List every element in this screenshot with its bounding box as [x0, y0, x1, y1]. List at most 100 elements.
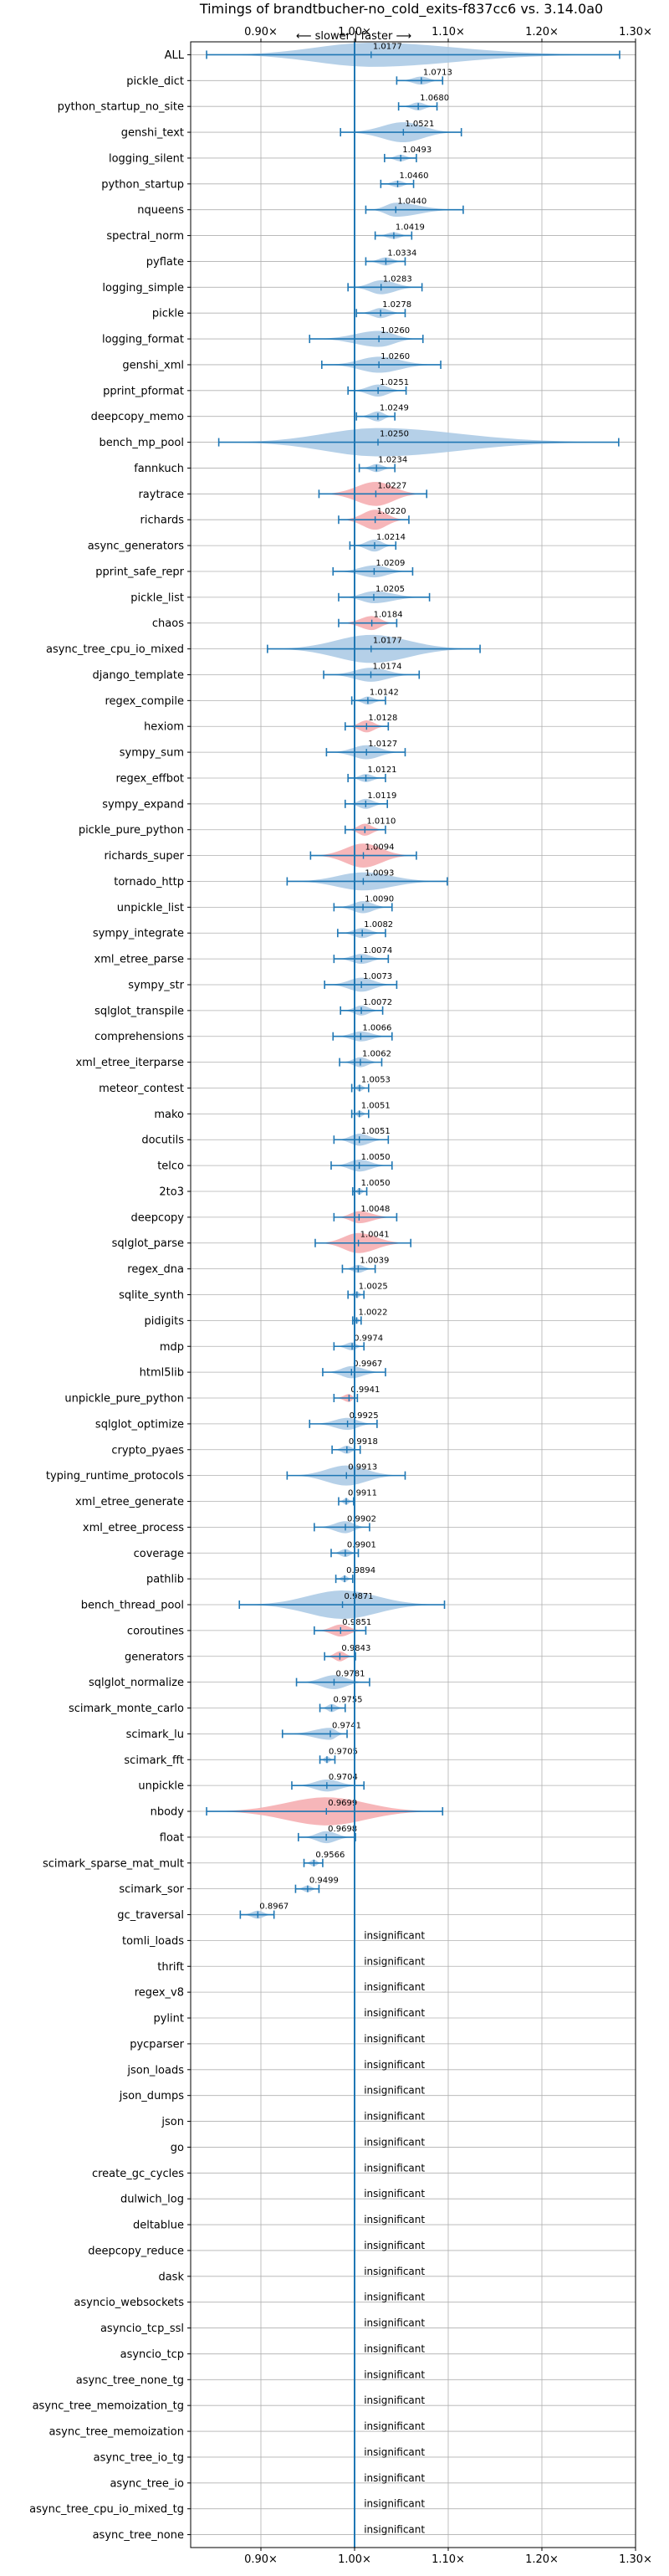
- mean-value-label: 1.0260: [380, 352, 410, 361]
- benchmark-label: pickle_list: [130, 592, 184, 604]
- benchmark-label: sympy_expand: [102, 798, 184, 811]
- benchmark-label: hexiom: [144, 721, 184, 734]
- benchmark-label: asyncio_tcp: [120, 2348, 184, 2361]
- benchmark-label: sqlite_synth: [119, 1289, 184, 1302]
- benchmark-label: 2to3: [159, 1186, 184, 1198]
- mean-value-label: 1.0074: [363, 946, 392, 955]
- bottom-tick-label-0: 0.90×: [244, 2553, 278, 2566]
- insignificant-label: insignificant: [364, 2446, 425, 2458]
- insignificant-label: insignificant: [364, 2188, 425, 2200]
- mean-value-label: 1.0039: [360, 1257, 389, 1266]
- mean-value-label: 1.0440: [397, 197, 426, 207]
- benchmark-label: async_tree_none: [93, 2529, 184, 2542]
- insignificant-label: insignificant: [364, 2394, 425, 2406]
- benchmark-label: raytrace: [138, 489, 184, 501]
- mean-value-label: 1.0022: [358, 1308, 387, 1317]
- benchmark-label: deltablue: [133, 2220, 184, 2232]
- benchmark-label: scimark_sparse_mat_mult: [43, 1857, 184, 1870]
- benchmark-label: async_generators: [88, 540, 185, 553]
- mean-value-label: 1.0214: [376, 533, 406, 542]
- benchmark-label: asyncio_websockets: [74, 2297, 184, 2309]
- insignificant-label: insignificant: [364, 2524, 425, 2536]
- mean-value-label: 0.9699: [328, 1799, 357, 1808]
- benchmark-label: sympy_sum: [120, 747, 184, 760]
- mean-value-label: 1.0209: [375, 559, 405, 568]
- benchmark-label: pyflate: [146, 256, 184, 269]
- benchmark-label: deepcopy_reduce: [88, 2245, 184, 2257]
- benchmark-label: dulwich_log: [120, 2194, 184, 2206]
- insignificant-label: insignificant: [364, 2007, 425, 2019]
- insignificant-label: insignificant: [364, 2162, 425, 2174]
- benchmark-label: html5lib: [140, 1367, 184, 1380]
- mean-value-label: 1.0051: [361, 1101, 391, 1110]
- benchmark-label: scimark_monte_carlo: [69, 1703, 184, 1715]
- benchmark-label: deepcopy_memo: [91, 411, 184, 423]
- benchmark-label: pylint: [153, 2013, 184, 2025]
- benchmark-label: logging_silent: [109, 152, 184, 165]
- benchmark-label: python_startup: [101, 178, 184, 191]
- benchmark-label: xml_etree_parse: [94, 954, 184, 966]
- insignificant-label: insignificant: [364, 2343, 425, 2354]
- benchmark-label: crypto_pyaes: [111, 1444, 184, 1457]
- insignificant-label: insignificant: [364, 2369, 425, 2380]
- benchmark-label: comprehensions: [94, 1031, 184, 1043]
- mean-value-label: 1.0121: [368, 766, 397, 775]
- benchmark-label: deepcopy: [130, 1211, 184, 1224]
- benchmark-label: pickle_pure_python: [79, 824, 184, 837]
- benchmark-label: json_loads: [126, 2064, 184, 2077]
- benchmark-label: pprint_safe_repr: [95, 566, 184, 578]
- benchmark-label: pathlib: [146, 1574, 184, 1586]
- mean-value-label: 1.0419: [396, 223, 425, 233]
- benchmark-label: genshi_xml: [122, 359, 184, 371]
- mean-value-label: 0.9871: [345, 1592, 374, 1601]
- mean-value-label: 1.0227: [377, 481, 406, 490]
- plot-frame: [190, 41, 636, 2548]
- benchmark-label: typing_runtime_protocols: [46, 1470, 184, 1483]
- benchmark-label: create_gc_cycles: [92, 2168, 184, 2180]
- mean-value-label: 0.9781: [335, 1670, 365, 1679]
- benchmark-label: logging_simple: [102, 282, 184, 294]
- benchmark-label: richards: [140, 515, 185, 527]
- benchmark-label: regex_dna: [127, 1263, 184, 1276]
- mean-value-label: 0.9901: [347, 1540, 376, 1549]
- mean-value-label: 0.9925: [350, 1411, 379, 1421]
- mean-value-label: 0.9902: [347, 1514, 376, 1524]
- benchmark-label: pidigits: [145, 1315, 185, 1328]
- benchmark-label: json_dumps: [119, 2090, 184, 2102]
- benchmark-label: tornado_http: [114, 876, 184, 889]
- benchmark-label: async_tree_none_tg: [76, 2374, 184, 2387]
- benchmark-label: fannkuch: [134, 463, 184, 475]
- benchmark-label: logging_format: [102, 334, 184, 346]
- benchmark-label: spectral_norm: [106, 230, 184, 243]
- mean-value-label: 1.0177: [373, 42, 402, 51]
- insignificant-label: insignificant: [364, 2136, 425, 2148]
- bottom-tick-label-1: 1.00×: [338, 2553, 371, 2566]
- mean-value-label: 0.9913: [348, 1463, 377, 1472]
- x-axis-ticks: 0.90× 0.90× 1.00× 1.00× 1.10× 1.10× 1.20× 1.20×…: [187, 26, 652, 2566]
- top-tick-label-2: 1.10×: [432, 26, 465, 38]
- benchmark-label: bench_thread_pool: [81, 1600, 184, 1612]
- benchmark-label: scimark_sor: [119, 1883, 184, 1896]
- mean-value-label: 1.0093: [365, 868, 394, 878]
- benchmark-label: xml_etree_iterparse: [75, 1057, 184, 1069]
- mean-value-label: 1.0680: [420, 94, 449, 103]
- benchmark-label: scimark_fft: [124, 1754, 184, 1767]
- benchmark-label: telco: [157, 1160, 184, 1173]
- benchmark-label: coverage: [134, 1548, 184, 1560]
- benchmark-label: xml_etree_process: [83, 1522, 184, 1534]
- top-tick-label-1: 1.00×: [338, 26, 371, 38]
- benchmark-label: sqlglot_parse: [112, 1237, 184, 1250]
- benchmark-label: regex_effbot: [115, 772, 184, 785]
- insignificant-label: insignificant: [364, 2214, 425, 2225]
- mean-value-label: 0.9566: [315, 1851, 345, 1860]
- mean-value-label: 1.0066: [362, 1024, 391, 1033]
- mean-value-label: 1.0234: [378, 455, 407, 464]
- benchmark-label: sqlglot_optimize: [95, 1418, 184, 1431]
- mean-value-label: 0.9843: [341, 1644, 370, 1653]
- benchmark-label: dask: [158, 2271, 184, 2283]
- mean-value-label: 1.0184: [374, 611, 403, 620]
- benchmark-label: bench_mp_pool: [99, 437, 184, 449]
- benchmark-label: mako: [154, 1109, 184, 1121]
- mean-value-label: 0.9704: [329, 1773, 358, 1782]
- mean-value-label: 1.0082: [364, 920, 393, 930]
